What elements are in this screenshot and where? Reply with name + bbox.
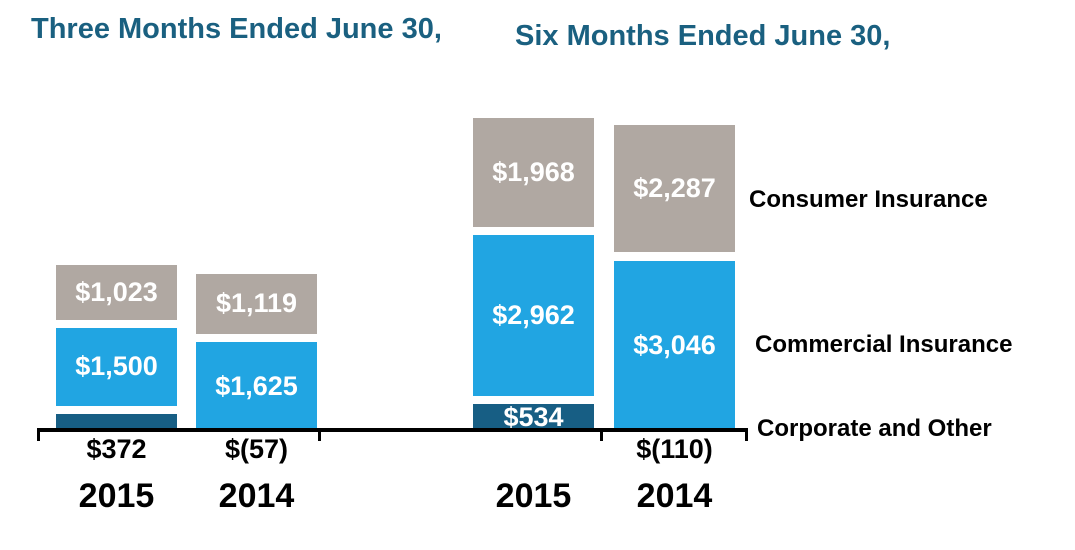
bar-segment-commercial-insurance: $1,500 [56,327,177,406]
bar-value-label: $2,287 [633,173,716,204]
x-axis-line [37,428,748,432]
chart-title-three-months: Three Months Ended June 30, [31,13,442,45]
x-axis-tick [37,428,40,441]
bar-segment-corporate-and-other [56,413,177,431]
x-axis-category-label: 2014 [636,477,713,515]
legend-label-consumer-insurance: Consumer Insurance [749,186,988,213]
bar-value-label-below-axis: $(110) [636,434,713,464]
x-axis-category-label: 2015 [495,477,572,515]
bar-segment-consumer-insurance: $1,023 [56,265,177,320]
bar-segment-consumer-insurance: $1,119 [196,273,317,334]
legend-label-corporate-and-other: Corporate and Other [757,415,992,442]
bar-value-label: $1,500 [75,351,158,382]
bar-value-label: $534 [503,402,564,433]
bar-value-label: $1,119 [215,288,298,319]
legend-label-commercial-insurance: Commercial Insurance [755,331,1013,358]
bar-value-label: $3,046 [633,330,716,361]
x-axis-category-label: 2014 [218,477,295,515]
bar-segment-consumer-insurance: $2,287 [614,125,735,253]
bar-value-label: $2,962 [492,300,575,331]
chart-title-six-months: Six Months Ended June 30, [515,20,891,52]
bar-value-label: $1,968 [492,156,575,187]
x-axis-tick [745,428,748,441]
x-axis-tick [600,428,603,441]
x-axis-tick [318,428,321,441]
bar-segment-commercial-insurance: $2,962 [473,234,594,397]
bar-segment-commercial-insurance: $3,046 [614,260,735,431]
bar-value-label: $1,625 [215,370,298,401]
bar-value-label-below-axis: $372 [86,434,147,464]
x-axis-category-label: 2015 [78,477,155,515]
bar-value-label: $1,023 [75,276,158,307]
bar-segment-consumer-insurance: $1,968 [473,117,594,227]
bar-segment-corporate-and-other: $534 [473,404,594,431]
bar-segment-commercial-insurance: $1,625 [196,341,317,431]
bar-value-label-below-axis: $(57) [224,434,289,464]
